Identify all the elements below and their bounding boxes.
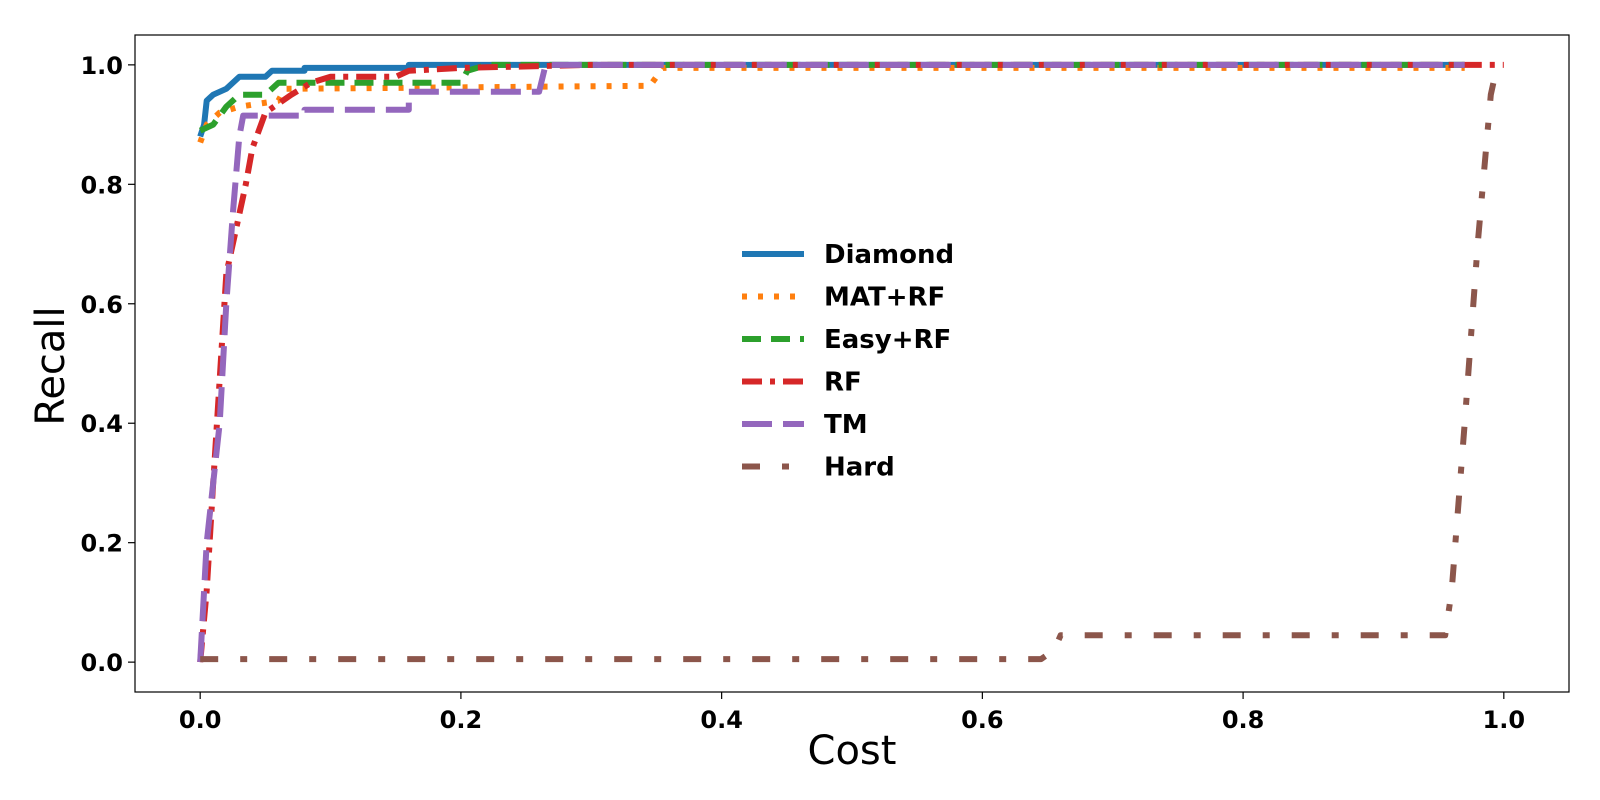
- x-tick-label: 0.6: [961, 706, 1004, 734]
- series-line-hard: [200, 64, 1501, 663]
- x-tick-label: 0.4: [700, 706, 743, 734]
- legend-label: Easy+RF: [824, 325, 951, 355]
- legend-label: Diamond: [824, 240, 954, 270]
- x-tick-label: 1.0: [1483, 706, 1526, 734]
- series-line-diamond: [197, 61, 1465, 138]
- legend-label: RF: [824, 368, 862, 398]
- series-layer: [197, 61, 1504, 663]
- y-axis-label: Recall: [28, 306, 74, 425]
- x-tick-label: 0.2: [440, 706, 483, 734]
- plot-area-frame: [134, 34, 1570, 693]
- y-tick-label: 0.0: [80, 649, 123, 677]
- y-tick-label: 0.2: [80, 530, 123, 558]
- x-tick-label: 0.0: [179, 706, 222, 734]
- series-line-rf: [197, 61, 1504, 663]
- y-tick-label: 0.8: [80, 171, 123, 199]
- legend: Diamond MAT+RF Easy+RF RF TM Hard: [742, 240, 954, 483]
- legend-label: Hard: [824, 453, 895, 483]
- x-axis-ticks: 0.0 0.2 0.4 0.6 0.8 1.0: [179, 692, 1525, 734]
- series-line-easy-rf: [198, 61, 1465, 134]
- y-axis-ticks: 0.0 0.2 0.4 0.6 0.8 1.0: [80, 52, 135, 677]
- legend-label: MAT+RF: [824, 283, 945, 313]
- series-line-mat-rf: [197, 64, 1465, 144]
- legend-label: TM: [824, 410, 868, 440]
- y-tick-label: 1.0: [80, 52, 123, 80]
- series-line-tm: [197, 61, 1465, 663]
- x-axis-label: Cost: [808, 728, 897, 774]
- y-tick-label: 0.4: [80, 410, 123, 438]
- x-tick-label: 0.8: [1222, 706, 1265, 734]
- y-tick-label: 0.6: [80, 291, 123, 319]
